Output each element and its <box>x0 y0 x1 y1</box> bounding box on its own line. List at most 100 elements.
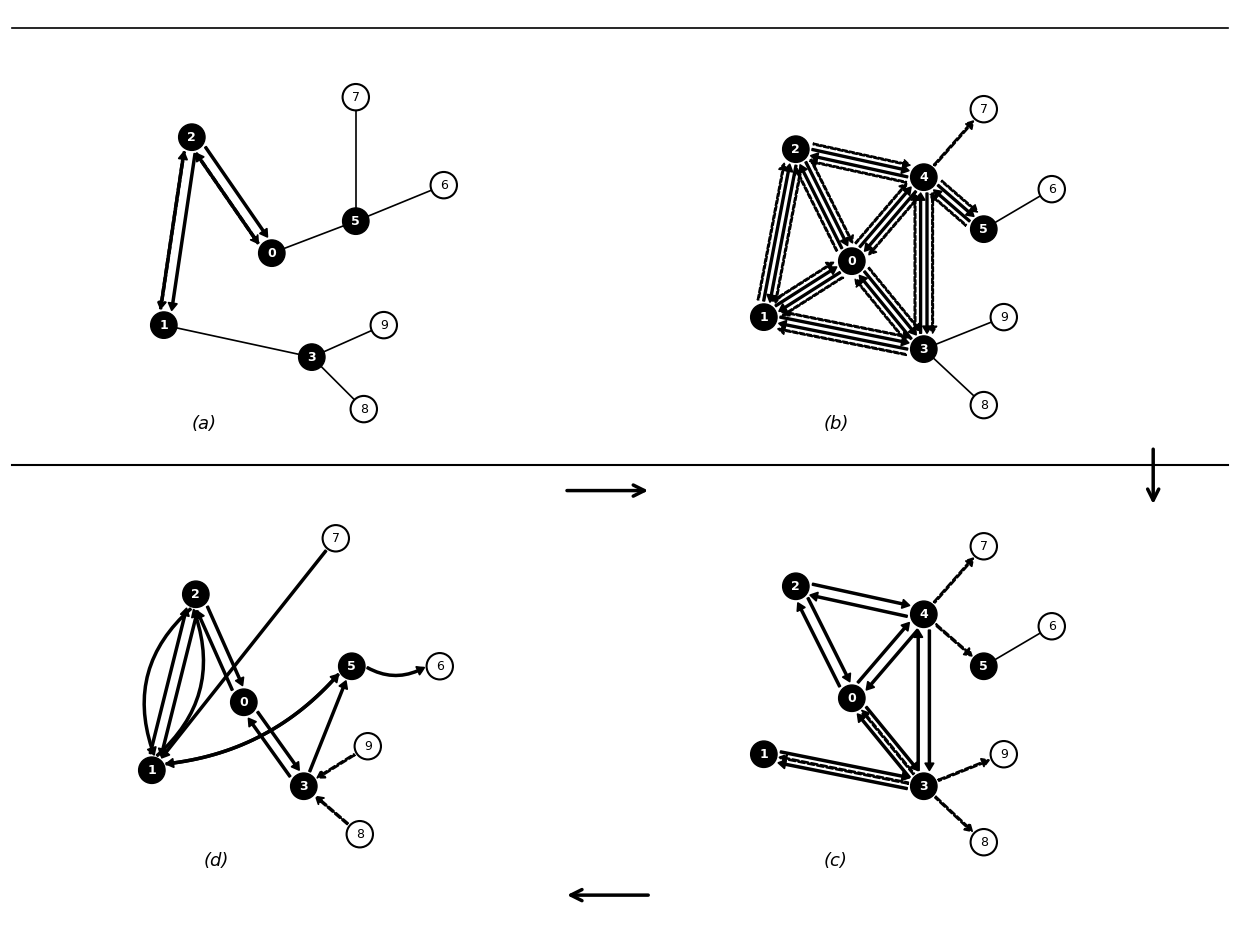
Text: 2: 2 <box>191 588 200 601</box>
Circle shape <box>347 821 373 847</box>
Circle shape <box>910 601 937 628</box>
FancyArrowPatch shape <box>935 796 972 831</box>
Circle shape <box>838 685 866 711</box>
FancyArrowPatch shape <box>911 193 919 333</box>
Circle shape <box>971 533 997 560</box>
Text: 6: 6 <box>1048 182 1055 195</box>
FancyArrowPatch shape <box>811 153 908 178</box>
FancyArrowPatch shape <box>196 153 259 244</box>
Circle shape <box>322 525 348 551</box>
FancyArrowPatch shape <box>810 159 906 183</box>
Circle shape <box>1039 613 1065 640</box>
Text: 2: 2 <box>791 579 800 592</box>
FancyArrowPatch shape <box>859 275 911 339</box>
Circle shape <box>971 96 997 123</box>
FancyArrowPatch shape <box>758 163 787 300</box>
Text: 4: 4 <box>919 171 929 183</box>
Circle shape <box>290 773 317 800</box>
FancyArrowPatch shape <box>196 153 258 243</box>
Circle shape <box>150 312 177 339</box>
FancyArrowPatch shape <box>160 153 187 309</box>
Text: 2: 2 <box>187 131 196 143</box>
FancyArrowPatch shape <box>196 611 233 690</box>
FancyArrowPatch shape <box>309 681 347 772</box>
FancyArrowPatch shape <box>856 279 908 343</box>
Text: 4: 4 <box>919 608 929 620</box>
Circle shape <box>971 653 997 680</box>
FancyArrowPatch shape <box>159 611 198 756</box>
Circle shape <box>838 248 866 274</box>
Text: 8: 8 <box>980 399 988 412</box>
FancyArrowPatch shape <box>763 165 792 301</box>
FancyArrowPatch shape <box>780 316 909 346</box>
Circle shape <box>342 208 370 234</box>
Circle shape <box>179 124 205 151</box>
FancyArrowPatch shape <box>934 190 970 221</box>
Circle shape <box>782 136 808 163</box>
Text: (b): (b) <box>823 415 848 433</box>
FancyArrowPatch shape <box>780 754 909 784</box>
FancyArrowPatch shape <box>773 166 802 303</box>
Text: 1: 1 <box>148 764 156 777</box>
FancyArrowPatch shape <box>166 674 339 764</box>
FancyArrowPatch shape <box>797 603 841 687</box>
FancyArrowPatch shape <box>781 311 910 340</box>
Text: 5: 5 <box>980 659 988 672</box>
FancyArrowPatch shape <box>157 152 185 309</box>
Text: 9: 9 <box>363 739 372 752</box>
Circle shape <box>139 757 165 783</box>
FancyArrowPatch shape <box>857 623 909 683</box>
FancyArrowPatch shape <box>923 193 931 333</box>
FancyArrowPatch shape <box>941 180 977 212</box>
Text: (c): (c) <box>823 852 848 870</box>
FancyArrowPatch shape <box>869 194 921 255</box>
FancyArrowPatch shape <box>929 193 936 333</box>
Text: 6: 6 <box>435 659 444 672</box>
Circle shape <box>355 733 381 760</box>
FancyArrowPatch shape <box>150 608 188 753</box>
Text: 3: 3 <box>308 351 316 364</box>
FancyArrowPatch shape <box>813 143 910 167</box>
Circle shape <box>910 336 937 363</box>
FancyArrowPatch shape <box>937 184 973 217</box>
Circle shape <box>299 344 325 370</box>
Text: 7: 7 <box>980 102 988 115</box>
Circle shape <box>182 581 210 607</box>
FancyArrowPatch shape <box>858 714 910 777</box>
FancyArrowPatch shape <box>161 551 326 758</box>
Text: 3: 3 <box>300 779 308 792</box>
FancyArrowPatch shape <box>854 183 906 244</box>
FancyArrowPatch shape <box>367 667 424 676</box>
FancyArrowPatch shape <box>782 276 843 316</box>
Circle shape <box>427 653 453 680</box>
Text: 0: 0 <box>847 255 856 268</box>
Circle shape <box>910 164 937 191</box>
FancyArrowPatch shape <box>916 193 925 333</box>
Text: 9: 9 <box>379 319 388 332</box>
FancyArrowPatch shape <box>925 631 934 770</box>
Text: 1: 1 <box>759 311 769 324</box>
Text: 3: 3 <box>920 779 928 792</box>
Circle shape <box>971 392 997 418</box>
FancyArrowPatch shape <box>810 592 908 618</box>
Text: 8: 8 <box>356 828 363 841</box>
FancyArrowPatch shape <box>864 191 916 251</box>
FancyArrowPatch shape <box>800 165 842 248</box>
Text: 0: 0 <box>239 696 248 709</box>
Text: 0: 0 <box>268 246 277 259</box>
Circle shape <box>342 84 370 111</box>
Circle shape <box>339 653 365 680</box>
FancyArrowPatch shape <box>867 630 919 690</box>
Text: 5: 5 <box>980 222 988 235</box>
FancyArrowPatch shape <box>257 711 299 770</box>
FancyArrowPatch shape <box>207 606 243 685</box>
FancyArrowPatch shape <box>795 167 837 251</box>
FancyArrowPatch shape <box>864 271 916 335</box>
FancyArrowPatch shape <box>317 754 355 777</box>
FancyArrowPatch shape <box>316 797 348 825</box>
Text: 8: 8 <box>980 836 988 849</box>
Text: 7: 7 <box>980 539 988 552</box>
Circle shape <box>971 829 997 856</box>
Circle shape <box>910 773 937 800</box>
FancyArrowPatch shape <box>862 711 914 775</box>
